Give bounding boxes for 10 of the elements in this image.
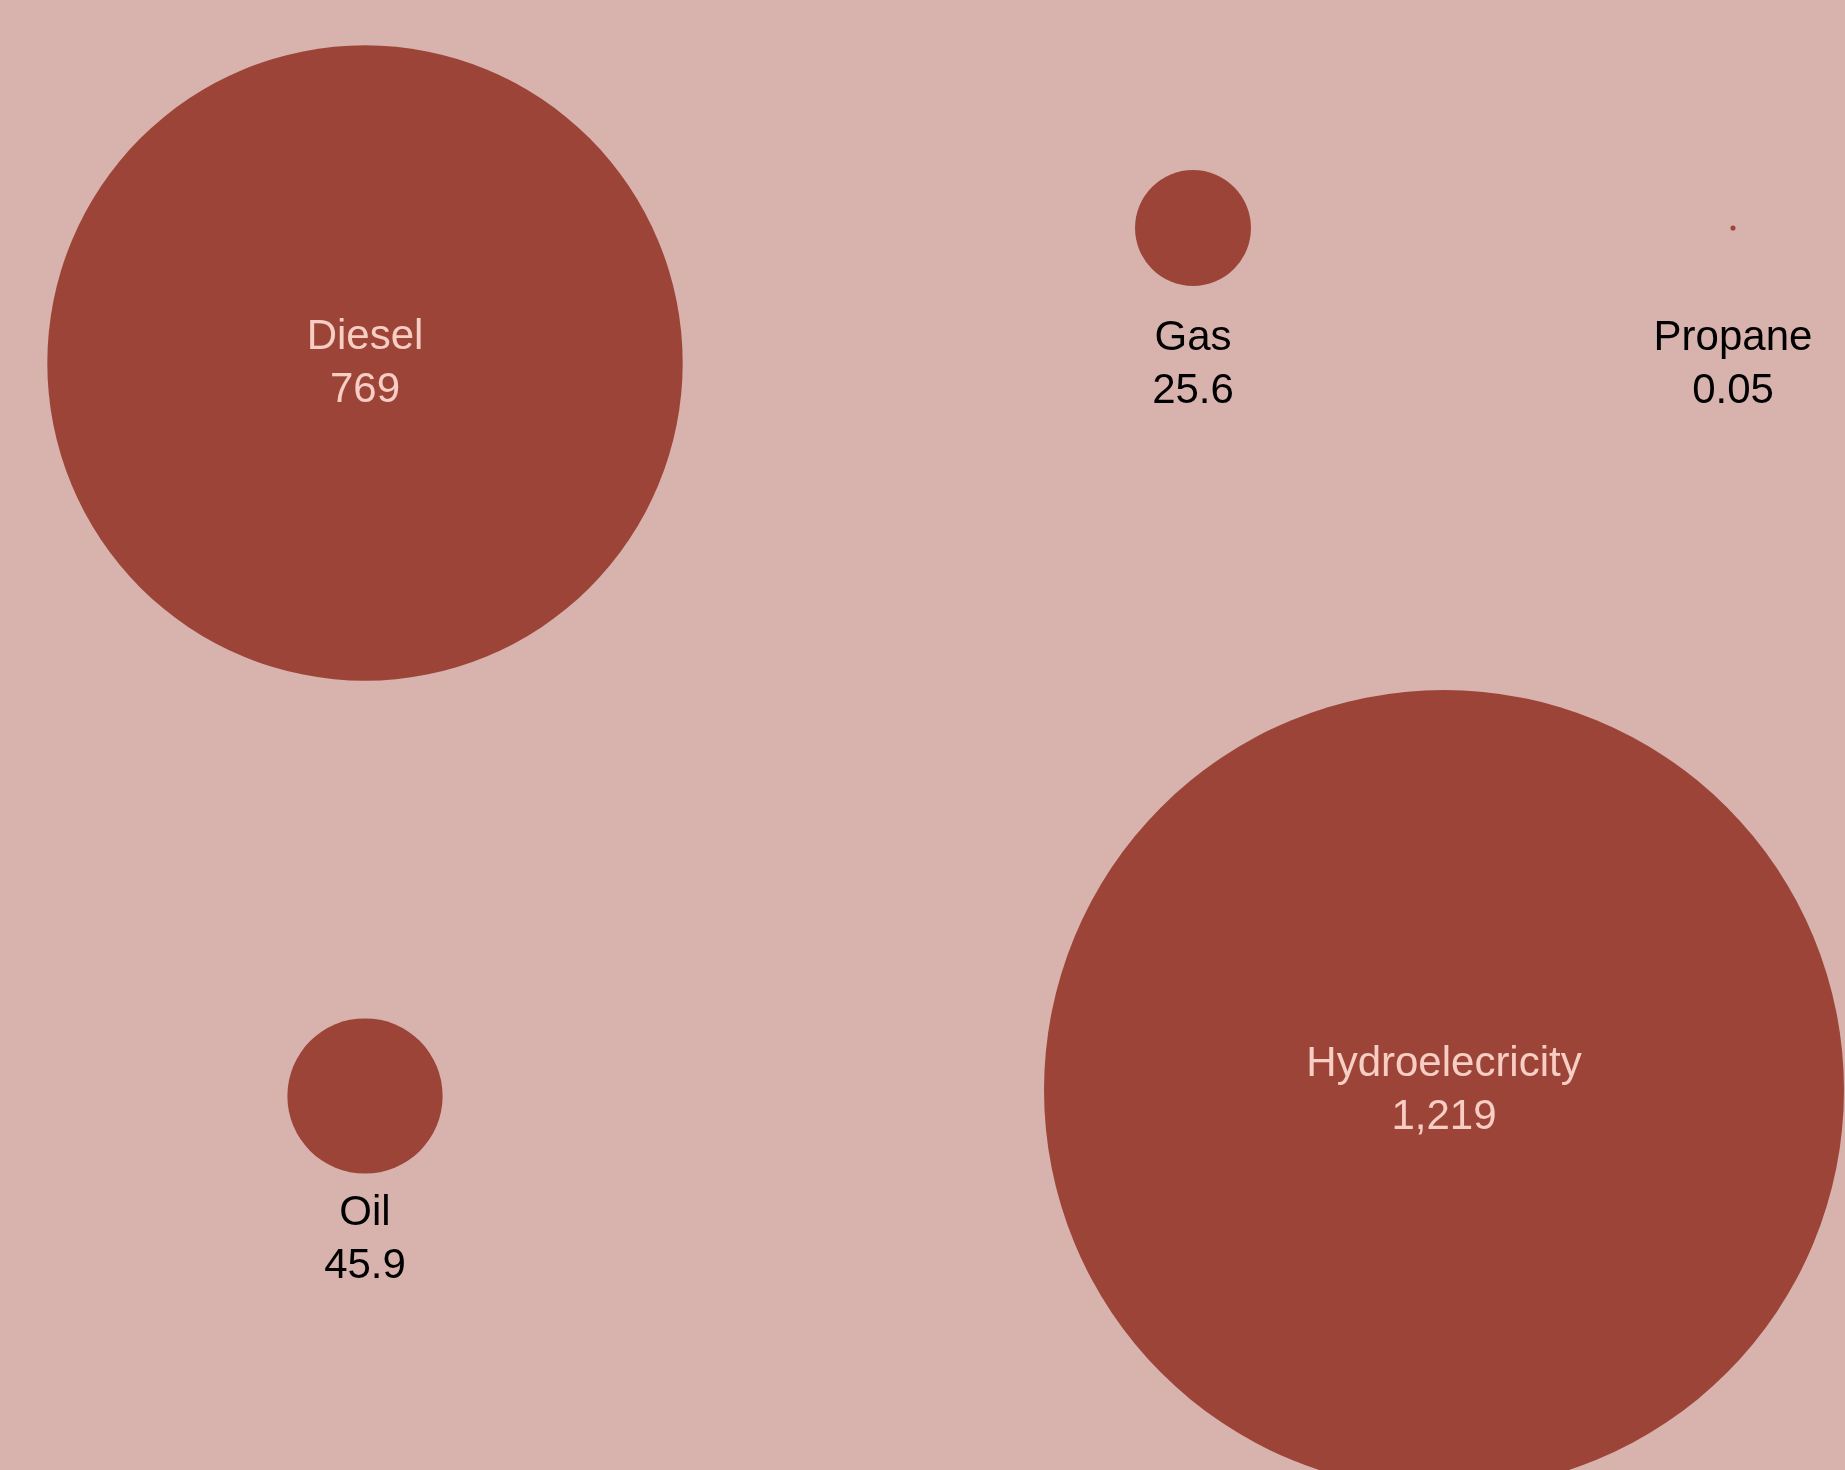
category-label: Oil <box>339 1187 391 1235</box>
data-label: 769 <box>329 363 401 411</box>
category-label: Gas <box>1154 311 1232 359</box>
data-label: 45.9 <box>324 1240 406 1288</box>
category-label: Hydroelecricity <box>1306 1037 1582 1085</box>
category-label: Propane <box>1653 311 1813 359</box>
data-label: 25.6 <box>1152 364 1234 412</box>
data-label: 1,219 <box>1391 1090 1497 1138</box>
data-label: 0.05 <box>1692 364 1774 412</box>
category-label: Diesel <box>306 310 424 358</box>
